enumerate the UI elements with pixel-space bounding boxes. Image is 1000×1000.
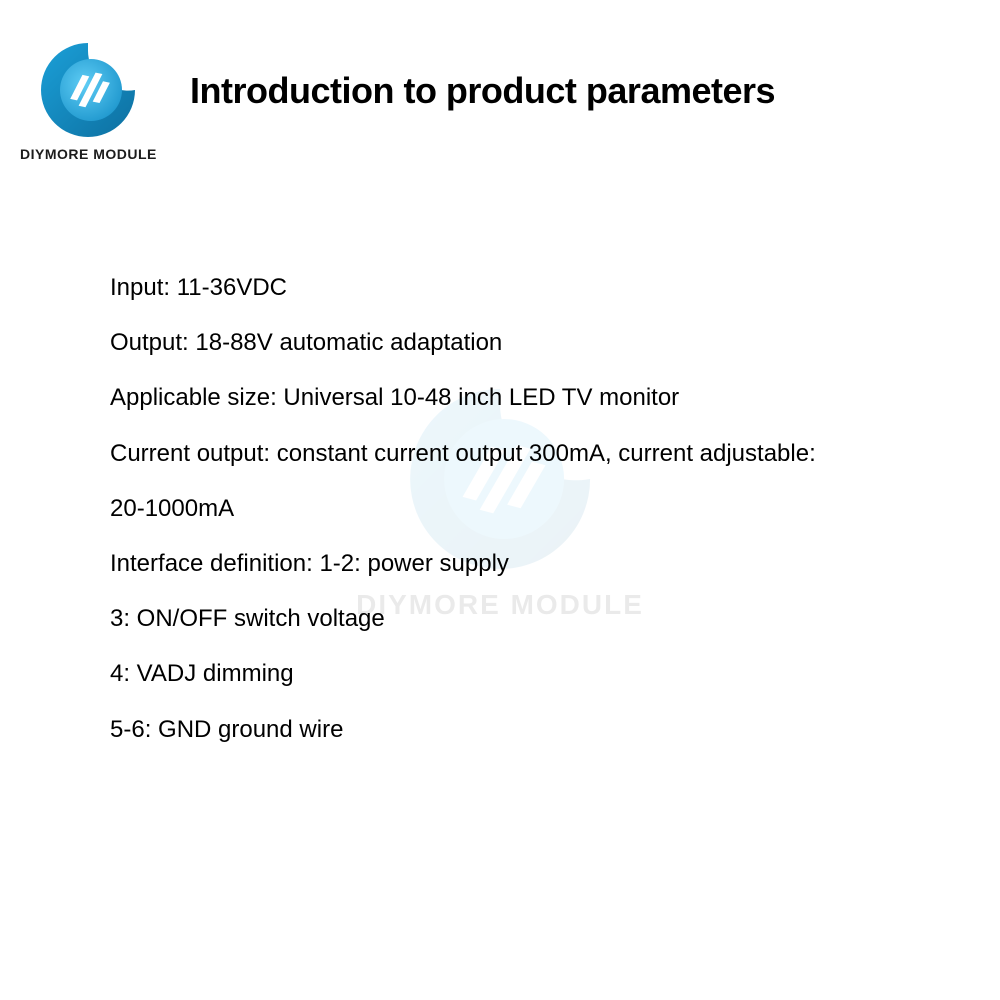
spec-line: 5-6: GND ground wire bbox=[110, 702, 940, 757]
page-title: Introduction to product parameters bbox=[190, 70, 775, 112]
spec-line: Current output: constant current output … bbox=[110, 426, 940, 481]
spec-line: Input: 11-36VDC bbox=[110, 260, 940, 315]
brand-logo bbox=[38, 40, 138, 140]
spec-line: 4: VADJ dimming bbox=[110, 646, 940, 701]
header: DIYMORE MODULE bbox=[20, 40, 157, 162]
spec-line: 3: ON/OFF switch voltage bbox=[110, 591, 940, 646]
brand-logo-icon bbox=[38, 40, 138, 140]
spec-list: Input: 11-36VDC Output: 18-88V automatic… bbox=[110, 260, 940, 757]
spec-line: Interface definition: 1-2: power supply bbox=[110, 536, 940, 591]
spec-line: Output: 18-88V automatic adaptation bbox=[110, 315, 940, 370]
spec-line: 20-1000mA bbox=[110, 481, 940, 536]
brand-name: DIYMORE MODULE bbox=[20, 146, 157, 162]
spec-line: Applicable size: Universal 10-48 inch LE… bbox=[110, 370, 940, 425]
